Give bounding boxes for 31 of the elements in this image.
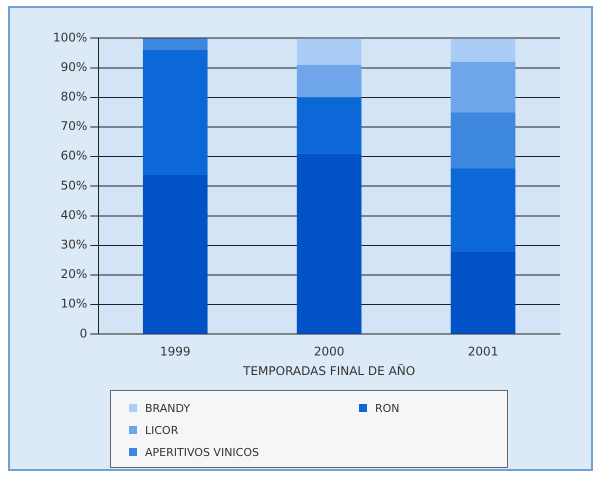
y-tick-label: 40% — [60, 208, 88, 222]
y-tick-label: 80% — [60, 90, 88, 104]
y-tick-label: 20% — [60, 267, 88, 282]
y-tick-label: 60% — [60, 148, 88, 163]
bar — [450, 168, 516, 252]
y-tick-label: 30% — [60, 238, 88, 252]
bar — [296, 154, 362, 334]
x-tick-label: 2000 — [314, 344, 344, 359]
bar — [296, 97, 362, 154]
y-tick-label: 10% — [60, 296, 88, 311]
legend-label: RON — [375, 402, 400, 414]
x-axis-title: TEMPORADAS FINAL DE AÑO — [242, 362, 416, 378]
bar — [450, 251, 516, 334]
y-tick-label: 70% — [60, 119, 88, 134]
legend-label: BRANDY — [145, 402, 190, 414]
x-tick-label: 1999 — [160, 344, 191, 359]
x-tick-label: 2001 — [468, 344, 498, 359]
bar — [142, 174, 208, 334]
y-tick-label: 50% — [60, 178, 88, 192]
bar — [142, 38, 208, 50]
y-tick-label: 100% — [52, 30, 88, 44]
bar — [450, 112, 516, 168]
bar — [450, 62, 516, 112]
y-tick-label: 0 — [80, 326, 88, 340]
bar — [142, 50, 208, 174]
y-tick-label: 90% — [60, 60, 88, 74]
bar — [296, 38, 362, 65]
bar — [296, 64, 362, 98]
legend-label: LICOR — [145, 424, 178, 436]
legend-label: APERITIVOS VINICOS — [145, 446, 259, 458]
bar — [450, 38, 516, 62]
